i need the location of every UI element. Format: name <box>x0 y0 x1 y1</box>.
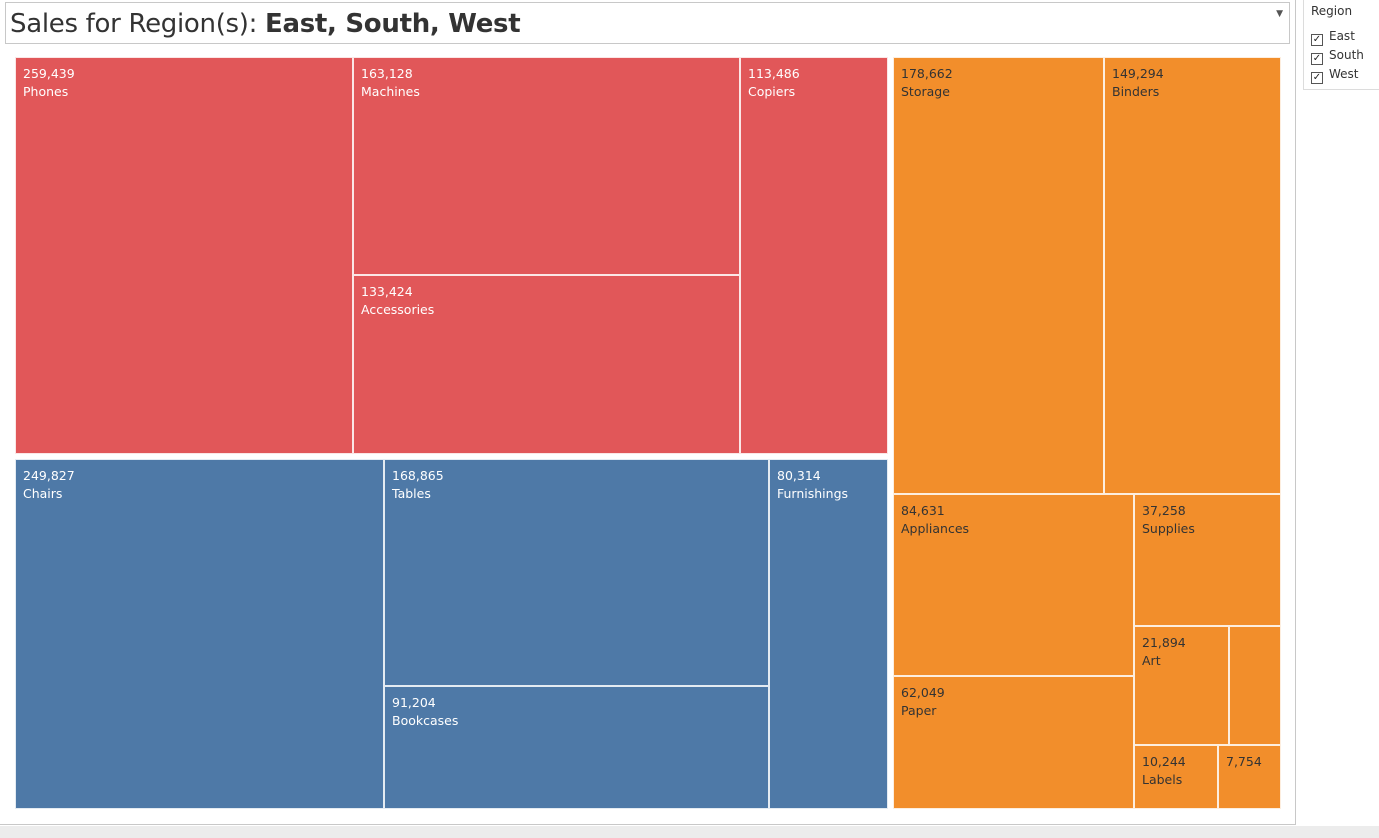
tile-value-label: 113,486 <box>748 66 800 81</box>
title-prefix: Sales for Region(s): <box>10 9 266 39</box>
filter-item-east[interactable]: ✓ East <box>1311 29 1355 46</box>
tile-value-label: 149,294 <box>1112 66 1164 81</box>
tile-category-label: Supplies <box>1142 521 1195 536</box>
tile-category-label: Appliances <box>901 521 970 536</box>
tile-value-label: 178,662 <box>901 66 953 81</box>
title-regions: East, South, West <box>265 9 521 39</box>
treemap-tile-binders[interactable]: 149,294 Binders <box>1104 57 1281 494</box>
treemap-tile-tile-2-8[interactable]: 7,754 <box>1218 745 1281 809</box>
filter-label: South <box>1329 48 1364 62</box>
tile-category-label: Bookcases <box>392 713 459 728</box>
checkbox-icon[interactable]: ✓ <box>1311 72 1323 84</box>
tile-value-label: 21,894 <box>1142 635 1186 650</box>
tile-category-label: Storage <box>901 84 950 99</box>
tile-value-label: 249,827 <box>23 468 75 483</box>
page-title: Sales for Region(s): East, South, West <box>10 9 521 39</box>
treemap-tile-storage[interactable]: 178,662 Storage <box>893 57 1104 494</box>
tile-category-label: Tables <box>392 486 431 501</box>
tile-value-label: 91,204 <box>392 695 436 710</box>
bottom-strip <box>0 826 1379 838</box>
filter-label: West <box>1329 67 1359 81</box>
treemap-tile-chairs[interactable]: 249,827 Chairs <box>15 459 384 809</box>
tile-value-label: 37,258 <box>1142 503 1186 518</box>
checkbox-icon[interactable]: ✓ <box>1311 53 1323 65</box>
filter-label: East <box>1329 29 1355 43</box>
tile-value-label: 62,049 <box>901 685 945 700</box>
legend-title: Region <box>1311 4 1353 18</box>
tile-category-label: Binders <box>1112 84 1160 99</box>
tile-category-label: Chairs <box>23 486 63 501</box>
tile-value-label: 168,865 <box>392 468 444 483</box>
treemap-tile-furnishings[interactable]: 80,314 Furnishings <box>769 459 888 809</box>
treemap-tile-tables[interactable]: 168,865 Tables <box>384 459 769 686</box>
tile-category-label: Labels <box>1142 772 1183 787</box>
tile-category-label: Accessories <box>361 302 435 317</box>
tile-category-label: Furnishings <box>777 486 849 501</box>
tile-value-label: 7,754 <box>1226 754 1262 769</box>
tile-value-label: 80,314 <box>777 468 821 483</box>
chevron-down-icon[interactable]: ▼ <box>1276 9 1283 19</box>
tile-category-label: Copiers <box>748 84 796 99</box>
filter-item-west[interactable]: ✓ West <box>1311 67 1359 84</box>
treemap-tile-art[interactable]: 21,894 Art <box>1134 626 1229 745</box>
checkbox-icon[interactable]: ✓ <box>1311 34 1323 46</box>
treemap-tile-tile-2-6[interactable] <box>1229 626 1281 745</box>
tile-value-label: 163,128 <box>361 66 413 81</box>
treemap-tile-accessories[interactable]: 133,424 Accessories <box>353 275 740 454</box>
treemap-tile-bookcases[interactable]: 91,204 Bookcases <box>384 686 769 809</box>
tile-category-label: Paper <box>901 703 937 718</box>
treemap-tile-appliances[interactable]: 84,631 Appliances <box>893 494 1134 676</box>
tile-value-label: 259,439 <box>23 66 75 81</box>
tile-value-label: 84,631 <box>901 503 945 518</box>
tile-value-label: 133,424 <box>361 284 413 299</box>
treemap-tile-phones[interactable]: 259,439 Phones <box>15 57 353 454</box>
treemap-tile-supplies[interactable]: 37,258 Supplies <box>1134 494 1281 626</box>
tile-category-label: Phones <box>23 84 69 99</box>
tile-category-label: Art <box>1142 653 1161 668</box>
tile-value-label: 10,244 <box>1142 754 1186 769</box>
treemap-tile-copiers[interactable]: 113,486 Copiers <box>740 57 888 454</box>
treemap-tile-paper[interactable]: 62,049 Paper <box>893 676 1134 809</box>
treemap-tile-machines[interactable]: 163,128 Machines <box>353 57 740 275</box>
treemap-tile-labels[interactable]: 10,244 Labels <box>1134 745 1218 809</box>
region-filter: Region ✓ East ✓ South ✓ West <box>1303 0 1379 90</box>
filter-item-south[interactable]: ✓ South <box>1311 48 1364 65</box>
title-bar: Sales for Region(s): East, South, West ▼ <box>5 2 1290 44</box>
tile-category-label: Machines <box>361 84 420 99</box>
